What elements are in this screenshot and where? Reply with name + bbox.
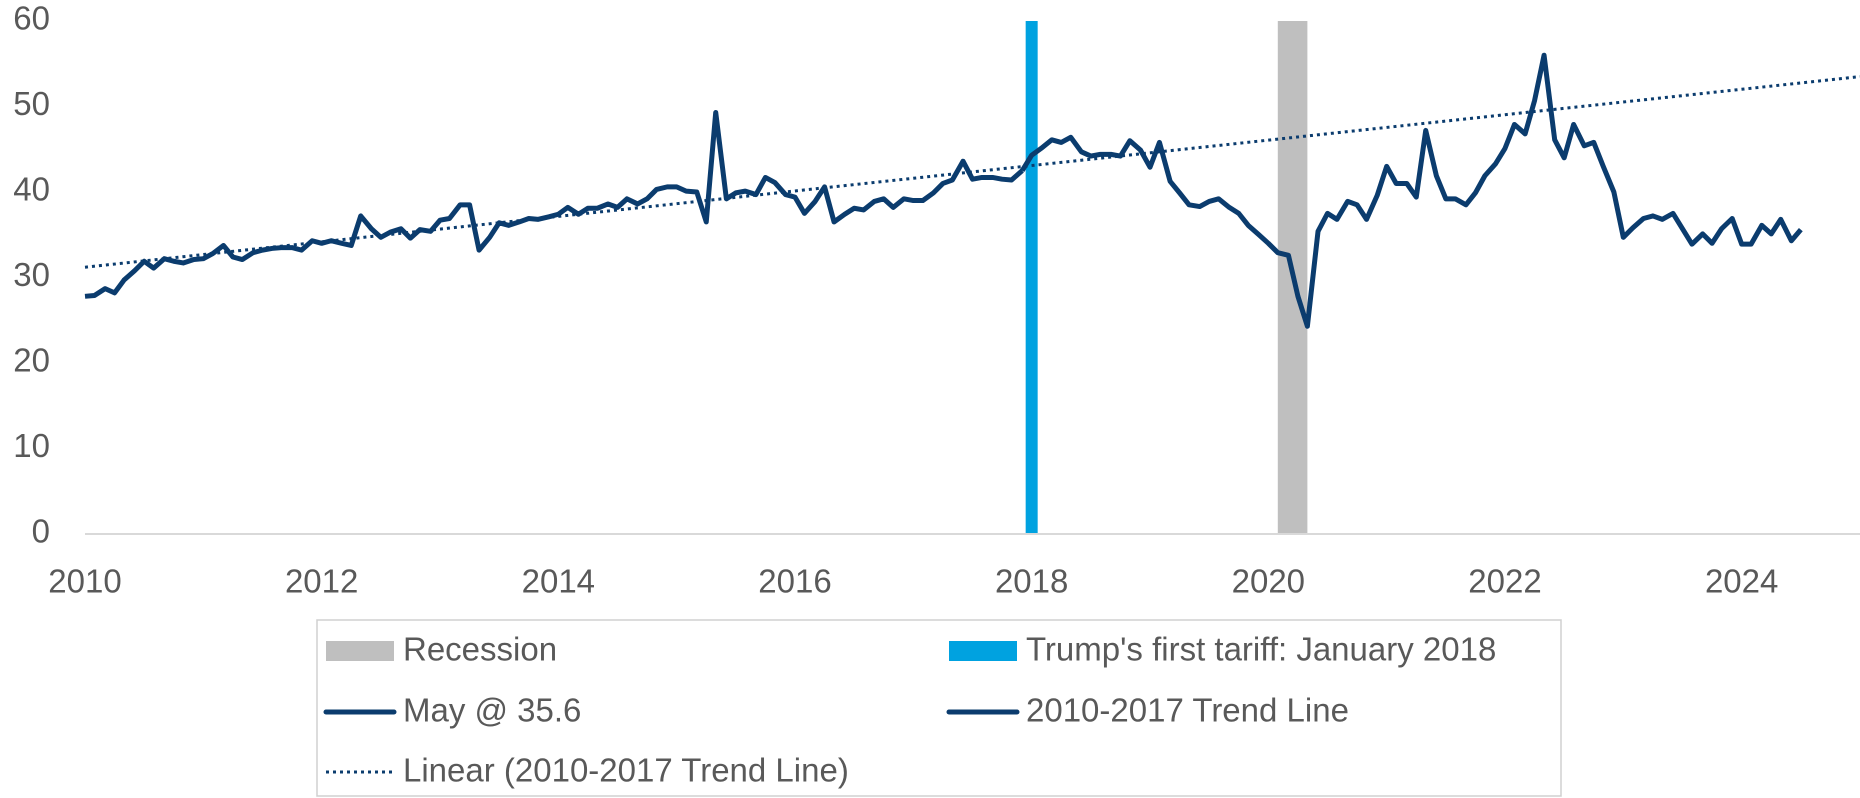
y-tick-label: 60 [13, 0, 50, 37]
legend-swatch [326, 641, 394, 661]
legend-label: Linear (2010-2017 Trend Line) [403, 752, 849, 789]
legend-label: 2010-2017 Trend Line [1026, 692, 1349, 729]
x-tick-label: 2016 [758, 563, 831, 600]
y-tick-label: 50 [13, 85, 50, 122]
legend-swatch [949, 641, 1017, 661]
x-tick-label: 2020 [1232, 563, 1305, 600]
legend-box [316, 619, 1562, 797]
x-tick-label: 2014 [522, 563, 595, 600]
x-tick-label: 2018 [995, 563, 1068, 600]
legend-label: Recession [403, 631, 557, 668]
data-line [84, 109, 1024, 299]
legend-label: May @ 35.6 [403, 692, 581, 729]
x-tick-label: 2010 [48, 563, 121, 600]
y-tick-label: 20 [13, 342, 50, 379]
y-tick-label: 30 [13, 256, 50, 293]
trend-line [84, 75, 1860, 269]
x-tick-label: 2012 [285, 563, 358, 600]
x-tick-label: 2022 [1468, 563, 1541, 600]
y-tick-label: 40 [13, 171, 50, 208]
y-tick-label: 0 [32, 513, 50, 550]
legend-label: Trump's first tariff: January 2018 [1026, 631, 1496, 668]
event-line [1025, 21, 1038, 534]
data-line [1020, 52, 1803, 329]
y-tick-label: 10 [13, 427, 50, 464]
x-tick-label: 2024 [1705, 563, 1778, 600]
